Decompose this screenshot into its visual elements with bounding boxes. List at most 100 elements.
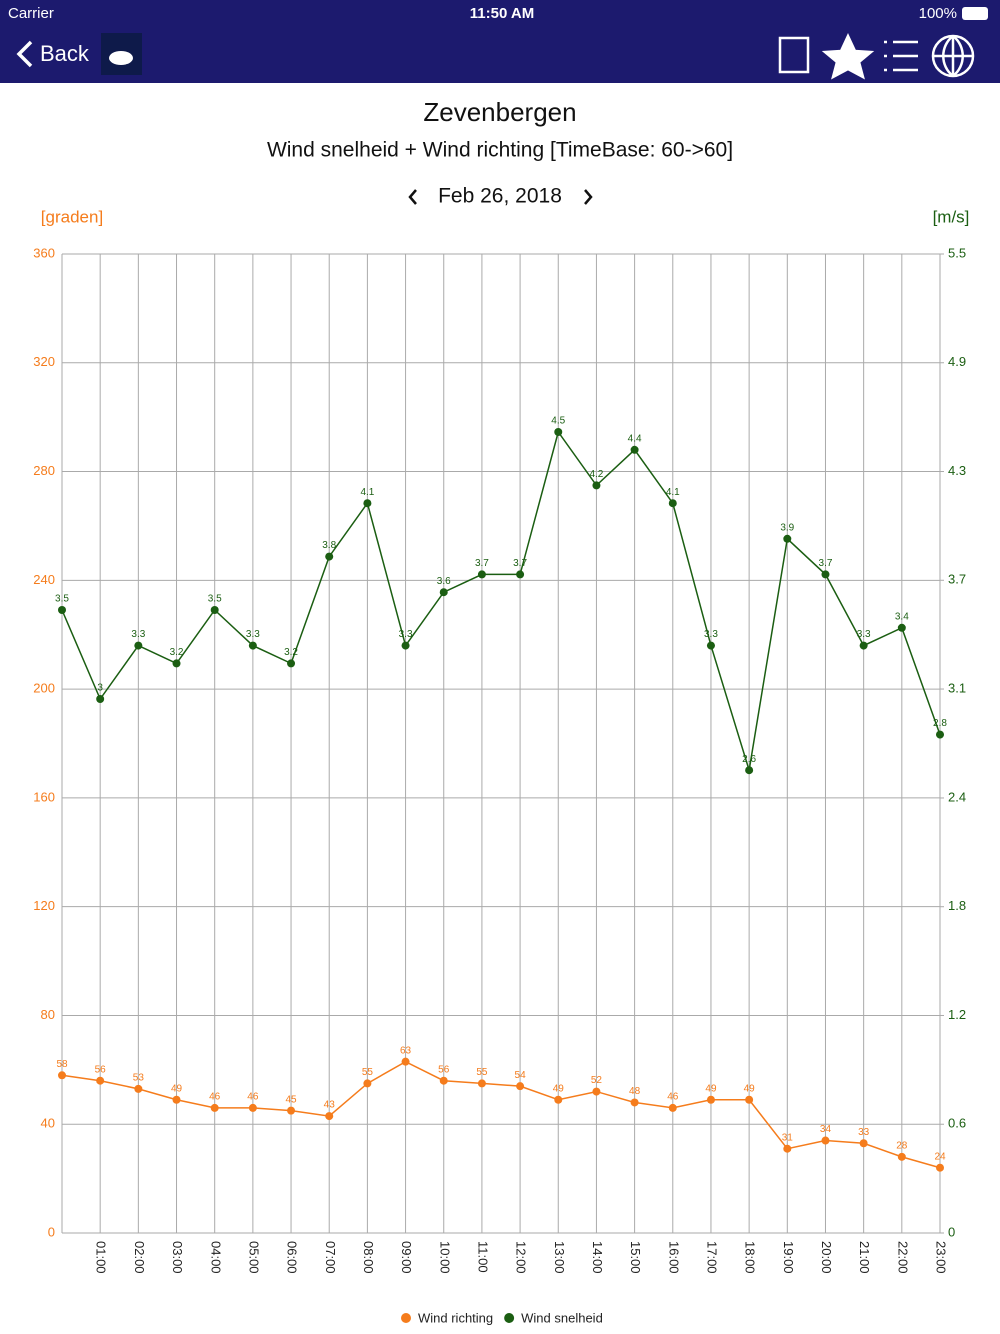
- data-label: 55: [362, 1067, 374, 1078]
- data-label: 4.1: [360, 487, 374, 498]
- data-point: [325, 1112, 334, 1121]
- data-label: 3.5: [55, 594, 69, 605]
- data-label: 3.2: [170, 647, 184, 658]
- y-tick-label: 200: [33, 681, 55, 696]
- data-label: 53: [133, 1073, 145, 1084]
- series-line: [61, 1060, 941, 1169]
- back-label: Back: [40, 41, 90, 66]
- back-button[interactable]: Back: [16, 40, 90, 68]
- data-point: [783, 1144, 792, 1153]
- data-label: 3.6: [437, 576, 451, 587]
- x-tick-label: 06:00: [285, 1241, 300, 1274]
- data-point: [668, 1103, 677, 1112]
- data-label: 3.4: [895, 611, 909, 622]
- data-label: 49: [705, 1083, 717, 1094]
- data-point: [897, 1152, 906, 1161]
- data-point: [172, 659, 181, 668]
- y-tick-label: 240: [33, 572, 55, 587]
- data-point: [936, 730, 944, 739]
- data-point: [592, 1087, 601, 1096]
- data-label: 4.4: [628, 433, 642, 444]
- data-point: [897, 623, 906, 632]
- data-point: [936, 1163, 944, 1172]
- data-label: 45: [285, 1094, 297, 1105]
- x-tick-label: 17:00: [705, 1241, 720, 1274]
- data-label: 46: [667, 1092, 679, 1103]
- data-point: [96, 1076, 105, 1085]
- x-tick-label: 21:00: [857, 1241, 872, 1274]
- data-point: [706, 1095, 715, 1104]
- data-label: 43: [324, 1100, 336, 1111]
- data-label: 49: [744, 1083, 756, 1094]
- data-label: 52: [591, 1075, 603, 1086]
- data-point: [477, 570, 486, 579]
- data-point: [477, 1079, 486, 1088]
- data-label: 4.1: [666, 487, 680, 498]
- series-line: [61, 430, 941, 771]
- y-tick-label: 360: [33, 245, 55, 260]
- data-label: 3.5: [208, 594, 222, 605]
- globe-lines: [933, 35, 973, 77]
- data-label: 28: [896, 1140, 908, 1151]
- data-point: [745, 1095, 754, 1104]
- data-point: [439, 588, 448, 597]
- data-label: 3.3: [857, 629, 871, 640]
- data-label: 3.7: [819, 558, 833, 569]
- x-tick-label: 19:00: [781, 1241, 796, 1274]
- x-tick-label: 05:00: [246, 1241, 261, 1274]
- x-tick-label: 16:00: [666, 1241, 681, 1274]
- data-point: [58, 1071, 66, 1080]
- edit-icon[interactable]: [778, 36, 810, 74]
- star-icon[interactable]: [821, 33, 875, 80]
- x-tick-label: 03:00: [170, 1241, 185, 1274]
- data-point: [401, 641, 410, 650]
- x-tick-label: 15:00: [628, 1241, 643, 1274]
- data-label: 2.6: [742, 754, 756, 765]
- data-label: 3.2: [284, 647, 298, 658]
- legend-marker: [401, 1313, 411, 1323]
- data-label: 3: [97, 683, 103, 694]
- x-tick-label: 02:00: [132, 1241, 147, 1274]
- x-tick-label: 22:00: [895, 1241, 910, 1274]
- data-label: 3.8: [322, 540, 336, 551]
- data-point: [248, 641, 257, 650]
- prev-day[interactable]: [408, 189, 417, 205]
- y-tick-label: 80: [41, 1007, 55, 1022]
- y2-tick-label: 3.1: [948, 680, 966, 695]
- y2-tick-label: 4.3: [948, 463, 966, 478]
- data-label: 3.3: [131, 629, 145, 640]
- y2-tick-label: 2.4: [948, 789, 966, 804]
- chart-subtitle: Wind snelheid + Wind richting [TimeBase:…: [267, 139, 733, 162]
- x-tick-label: 10:00: [437, 1241, 452, 1274]
- y-tick-label: 160: [33, 789, 55, 804]
- data-point: [630, 445, 639, 454]
- y-tick-label: 320: [33, 354, 55, 369]
- data-label: 4.5: [551, 416, 565, 427]
- list-icon[interactable]: [884, 40, 918, 72]
- data-point: [248, 1103, 257, 1112]
- y-tick-label: 0: [48, 1224, 55, 1239]
- data-label: 31: [782, 1132, 794, 1143]
- x-tick-label: 12:00: [514, 1241, 529, 1274]
- y2-tick-label: 0: [948, 1224, 955, 1239]
- date-label: Feb 26, 2018: [438, 185, 562, 208]
- y2-axis-label: [m/s]: [933, 207, 970, 226]
- y2-tick-label: 4.9: [948, 354, 966, 369]
- data-label: 58: [56, 1059, 68, 1070]
- y-axis-label: [graden]: [41, 207, 103, 226]
- data-point: [172, 1095, 181, 1104]
- x-tick-label: 11:00: [475, 1241, 490, 1273]
- data-label: 34: [820, 1124, 832, 1135]
- logo-cloud: [109, 51, 133, 65]
- legend-marker: [504, 1313, 515, 1323]
- y-tick-label: 40: [41, 1116, 55, 1131]
- x-tick-label: 07:00: [323, 1241, 338, 1274]
- next-day[interactable]: [584, 189, 593, 205]
- data-label: 55: [476, 1067, 488, 1078]
- data-point: [210, 606, 219, 614]
- data-point: [401, 1057, 410, 1066]
- data-label: 2.8: [933, 718, 947, 729]
- y2-tick-label: 1.8: [948, 898, 966, 913]
- carrier: Carrier: [8, 5, 54, 22]
